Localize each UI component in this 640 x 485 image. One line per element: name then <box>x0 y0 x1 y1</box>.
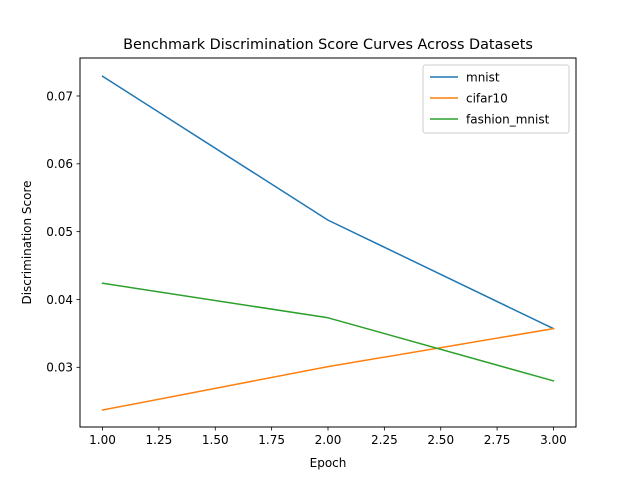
y-tick-label: 0.05 <box>46 225 73 239</box>
x-tick-label: 1.75 <box>258 433 285 447</box>
y-axis-label: Discrimination Score <box>20 180 34 304</box>
x-tick-label: 2.75 <box>484 433 511 447</box>
y-tick-label: 0.03 <box>46 361 73 375</box>
x-tick-label: 1.00 <box>89 433 116 447</box>
x-tick-label: 1.25 <box>146 433 173 447</box>
y-tick-label: 0.07 <box>46 89 73 103</box>
chart-title: Benchmark Discrimination Score Curves Ac… <box>123 37 533 53</box>
legend-label: mnist <box>466 70 500 84</box>
axes-frame <box>79 57 577 428</box>
y-tick-label: 0.04 <box>46 293 73 307</box>
series-line-cifar10 <box>101 327 555 411</box>
x-axis-label: Epoch <box>310 456 347 470</box>
x-tick-label: 2.00 <box>315 433 342 447</box>
legend-label: cifar10 <box>466 91 508 105</box>
axis-ticks: 1.00 1.25 1.50 1.75 2.00 2.25 2.50 2.75 3.00 0.03… <box>46 89 567 447</box>
legend-box <box>422 64 570 134</box>
legend: mnist cifar10 fashion_mnist <box>422 64 570 134</box>
series-lines <box>101 75 555 411</box>
x-tick-label: 1.50 <box>202 433 229 447</box>
series-line-fashion_mnist <box>101 282 555 382</box>
x-tick-label: 2.50 <box>427 433 454 447</box>
y-tick-label: 0.06 <box>46 157 73 171</box>
legend-label: fashion_mnist <box>466 112 550 126</box>
x-tick-label: 2.25 <box>371 433 398 447</box>
series-line-mnist <box>101 75 555 330</box>
x-tick-label: 3.00 <box>540 433 567 447</box>
